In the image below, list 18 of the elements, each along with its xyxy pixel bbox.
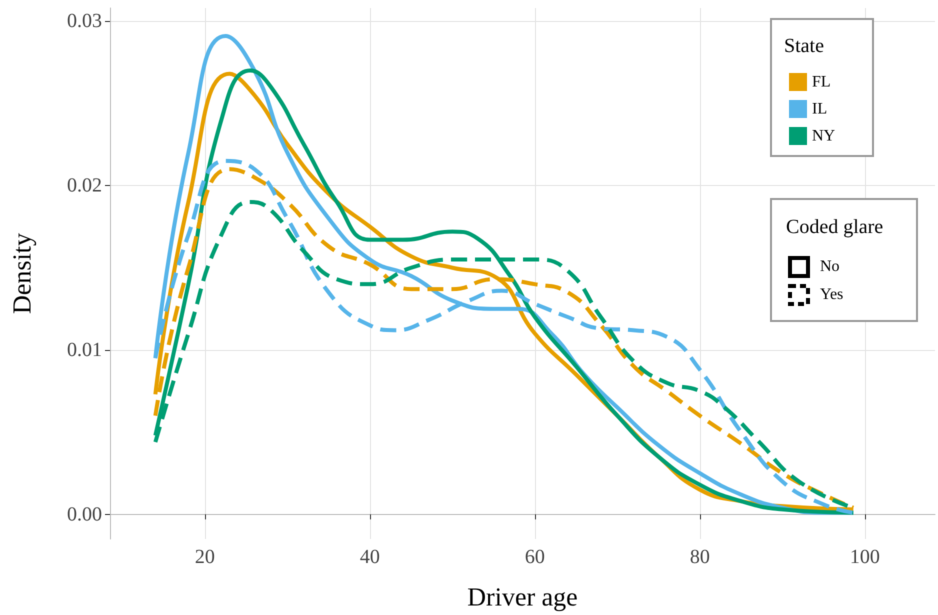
annotation: Yes (820, 286, 844, 304)
y-axis-title: Density (8, 233, 36, 314)
legend-label: IL (812, 100, 828, 118)
x-axis-title: Driver age (467, 582, 578, 612)
y-tick-label: 0.03 (67, 10, 102, 32)
y-tick-label: 0.01 (67, 338, 102, 361)
legend-title: State (784, 35, 824, 57)
x-tick-label: 60 (524, 546, 545, 568)
y-tick-label: 0.00 (67, 503, 102, 526)
annotation: No (820, 258, 840, 276)
x-tick-label: 80 (690, 546, 710, 568)
annotation: Coded glare (786, 216, 884, 239)
legend-label: FL (812, 74, 831, 90)
legend-label: NY (812, 128, 836, 144)
x-tick-label: 100 (850, 546, 880, 568)
x-tick-label: 20 (194, 546, 215, 568)
y-tick-label: 0.02 (67, 174, 102, 197)
x-tick-label: 40 (360, 546, 380, 568)
